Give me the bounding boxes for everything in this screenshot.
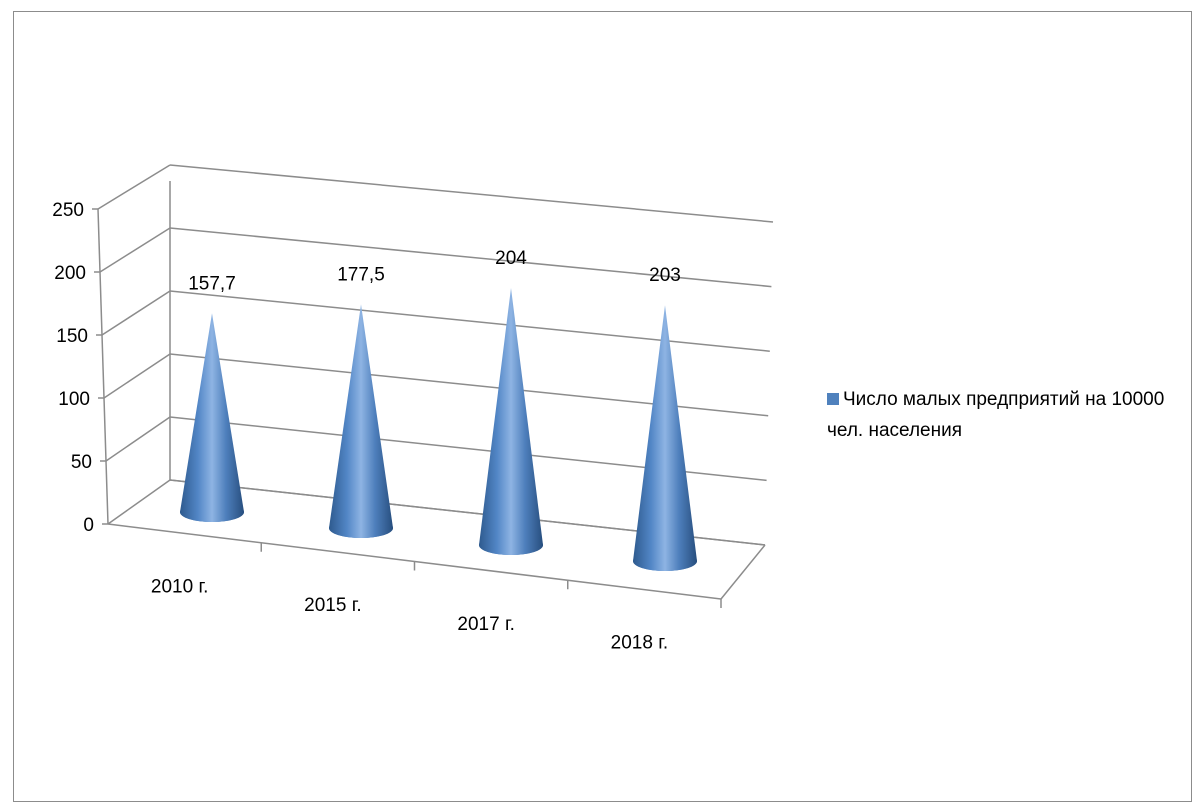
legend-swatch [827,393,839,405]
floor-right-edge [720,544,766,600]
gridline [101,290,770,352]
y-tick-labels: 0 50 100 150 200 250 [52,200,94,536]
legend: Число малых предприятий на 10000 чел. на… [827,384,1187,446]
data-labels: 157,7 177,5 204 203 [188,248,681,294]
chart-border [13,11,1192,802]
y-tick-label: 200 [54,263,86,284]
cones [180,287,697,571]
x-tick-label: 2010 г. [151,576,208,597]
data-label: 204 [495,248,527,269]
y-tick-label: 50 [71,452,92,473]
y-tick-label: 0 [83,515,94,536]
gridline [99,227,772,288]
cone-bar [633,305,697,571]
y-tick-label: 250 [52,200,84,221]
cone-bar [180,313,244,522]
y-axis-line [97,208,109,525]
x-tick-labels: 2010 г. 2015 г. 2017 г. 2018 г. [151,576,668,653]
legend-label: Число малых предприятий на 10000 чел. на… [827,389,1165,441]
gridline [97,164,774,223]
data-label: 203 [649,265,681,286]
x-tick-label: 2015 г. [304,595,361,616]
x-tick-label: 2018 г. [611,633,668,654]
y-tick-label: 100 [58,389,90,410]
data-label: 157,7 [188,273,236,294]
cone-bar [479,287,543,555]
cone-bar [329,304,393,538]
data-label: 177,5 [337,264,385,285]
axes [92,208,722,608]
x-tick-label: 2017 г. [457,614,514,635]
y-tick-label: 150 [56,326,88,347]
